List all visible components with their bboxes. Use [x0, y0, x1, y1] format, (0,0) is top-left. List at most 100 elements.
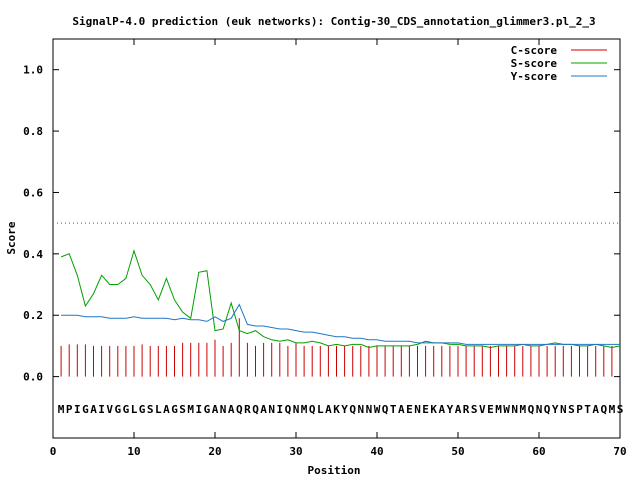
- sequence-residue: T: [390, 403, 397, 416]
- sequence-residue: Q: [236, 403, 243, 416]
- sequence-residue: P: [66, 403, 73, 416]
- sequence-residue: Q: [382, 403, 389, 416]
- sequence-residue: N: [268, 403, 275, 416]
- y-tick-label: 0.4: [23, 248, 43, 261]
- sequence-residue: A: [212, 403, 219, 416]
- sequence-residue: K: [430, 403, 437, 416]
- sequence-residue: N: [220, 403, 227, 416]
- sequence-residue: G: [139, 403, 146, 416]
- sequence-residue: A: [592, 403, 599, 416]
- sequence-residue: Y: [341, 403, 348, 416]
- sequence-residue: N: [560, 403, 567, 416]
- sequence-residue: M: [495, 403, 502, 416]
- s-score-line: [60, 249, 621, 349]
- sequence-residue: K: [333, 403, 340, 416]
- x-tick-label: 70: [613, 445, 626, 458]
- sequence-residue: L: [131, 403, 138, 416]
- plot-frame: [52, 38, 621, 439]
- sequence-residue: S: [568, 403, 575, 416]
- sequence-residue: V: [479, 403, 486, 416]
- sequence-residue: W: [374, 403, 381, 416]
- sequence-residue: Q: [544, 403, 551, 416]
- sequence-residue: Q: [528, 403, 535, 416]
- x-tick-label: 50: [451, 445, 464, 458]
- sequence-residue: A: [260, 403, 267, 416]
- sequence-residue: A: [228, 403, 235, 416]
- sequence-residue: G: [171, 403, 178, 416]
- sequence-residue: Y: [447, 403, 454, 416]
- sequence-residue: I: [195, 403, 202, 416]
- sequence-residue: V: [106, 403, 113, 416]
- y-axis-label: Score: [5, 221, 18, 254]
- x-tick-label: 20: [208, 445, 221, 458]
- sequence-residue: G: [204, 403, 211, 416]
- y-score-line: [61, 303, 620, 345]
- sequence-residue: R: [463, 403, 470, 416]
- sequence-residue: Q: [349, 403, 356, 416]
- x-tick-label: 0: [50, 445, 57, 458]
- sequence-residue: A: [398, 403, 405, 416]
- sequence-residue: I: [276, 403, 283, 416]
- sequence-residue: S: [147, 403, 154, 416]
- sequence-residue: G: [123, 403, 130, 416]
- sequence-residue: I: [98, 403, 105, 416]
- c-score-impulses: [60, 318, 613, 377]
- x-axis-label: Position: [308, 464, 361, 477]
- y-tick-label: 1.0: [23, 64, 43, 77]
- sequence-residue: M: [58, 403, 65, 416]
- sequence-residue: Q: [285, 403, 292, 416]
- y-tick-label: 0.0: [23, 371, 43, 384]
- legend-label: S-score: [511, 57, 558, 70]
- sequence-residue: N: [366, 403, 373, 416]
- sequence-residue: M: [301, 403, 308, 416]
- sequence-residue: A: [455, 403, 462, 416]
- x-tick-label: 40: [370, 445, 383, 458]
- sequence-residue: N: [511, 403, 518, 416]
- sequence-residue: S: [179, 403, 186, 416]
- sequence-residue: L: [317, 403, 324, 416]
- sequence-residue: S: [471, 403, 478, 416]
- y-tick-label: 0.6: [23, 186, 43, 199]
- sequence-residue: N: [357, 403, 364, 416]
- sequence-residue: A: [325, 403, 332, 416]
- sequence-residue: P: [576, 403, 583, 416]
- sequence-residue: G: [82, 403, 89, 416]
- sequence-residue: N: [536, 403, 543, 416]
- chart-title: SignalP-4.0 prediction (euk networks): C…: [72, 15, 595, 28]
- sequence-residue: Q: [309, 403, 316, 416]
- sequence-residue: N: [293, 403, 300, 416]
- sequence-residue: Q: [600, 403, 607, 416]
- sequence-residue: A: [163, 403, 170, 416]
- sequence-residue: M: [609, 403, 616, 416]
- sequence-residue: G: [114, 403, 121, 416]
- sequence-residue: E: [487, 403, 494, 416]
- sequence-residue: Y: [552, 403, 559, 416]
- sequence-residue: R: [244, 403, 251, 416]
- sequence-residue: N: [414, 403, 421, 416]
- sequence-residue: E: [406, 403, 413, 416]
- y-tick-label: 0.8: [23, 125, 43, 138]
- x-tick-label: 30: [289, 445, 302, 458]
- score-lines: [60, 249, 621, 349]
- x-tick-label: 60: [532, 445, 545, 458]
- sequence-residue: A: [438, 403, 445, 416]
- sequence-residue: Q: [252, 403, 259, 416]
- sequence-residue: A: [90, 403, 97, 416]
- y-tick-label: 0.2: [23, 309, 43, 322]
- sequence-residue: E: [422, 403, 429, 416]
- sequence-residue: M: [519, 403, 526, 416]
- sequence-residue: S: [617, 403, 624, 416]
- legend-label: C-score: [511, 44, 558, 57]
- sequence-residue: M: [187, 403, 194, 416]
- axes: 0 10 20 30 40 50 60 70 0.0 0.2 0.4 0.6 0.8 1.0: [23, 39, 627, 458]
- sequence-residue: I: [74, 403, 81, 416]
- sequence-residue: W: [503, 403, 510, 416]
- sequence-residue: L: [155, 403, 162, 416]
- sequence-residue: T: [584, 403, 591, 416]
- x-tick-label: 10: [127, 445, 140, 458]
- legend-label: Y-score: [511, 70, 558, 83]
